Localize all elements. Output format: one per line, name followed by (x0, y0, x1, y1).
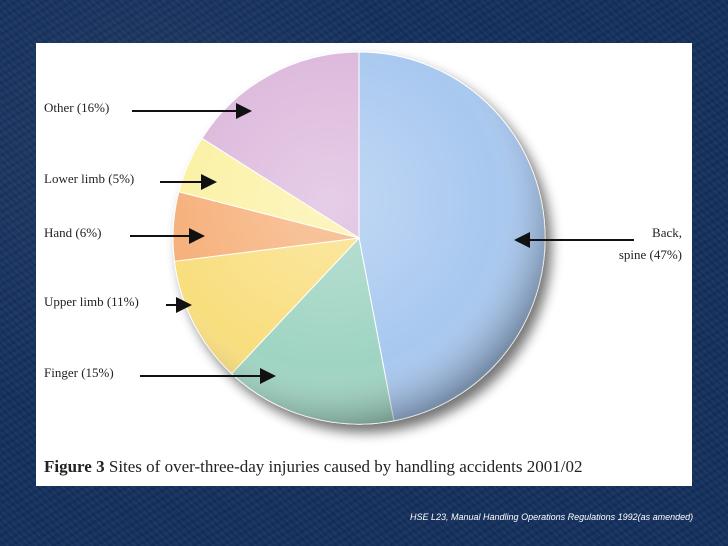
slice-label-back-spine: Back, spine (47%) (619, 225, 682, 262)
source-citation: HSE L23, Manual Handling Operations Regu… (410, 512, 694, 522)
caption-text: Sites of over-three-day injuries caused … (104, 457, 583, 476)
slice-label-lower-limb: Lower limb (5%) (44, 171, 134, 186)
slice-label-hand: Hand (6%) (44, 225, 101, 240)
slice-label-other: Other (16%) (44, 100, 109, 115)
figure-panel: Back, spine (47%) Finger (15%) Upper limb (… (36, 43, 692, 486)
pie-shading (173, 52, 545, 424)
caption-figure-number: Figure 3 (44, 457, 105, 476)
pie-chart: Back, spine (47%) Finger (15%) Upper limb (… (44, 51, 682, 425)
figure-caption: Figure 3 Sites of over-three-day injurie… (44, 457, 583, 477)
slice-label-finger: Finger (15%) (44, 365, 114, 380)
slice-label-upper-limb: Upper limb (11%) (44, 294, 139, 309)
